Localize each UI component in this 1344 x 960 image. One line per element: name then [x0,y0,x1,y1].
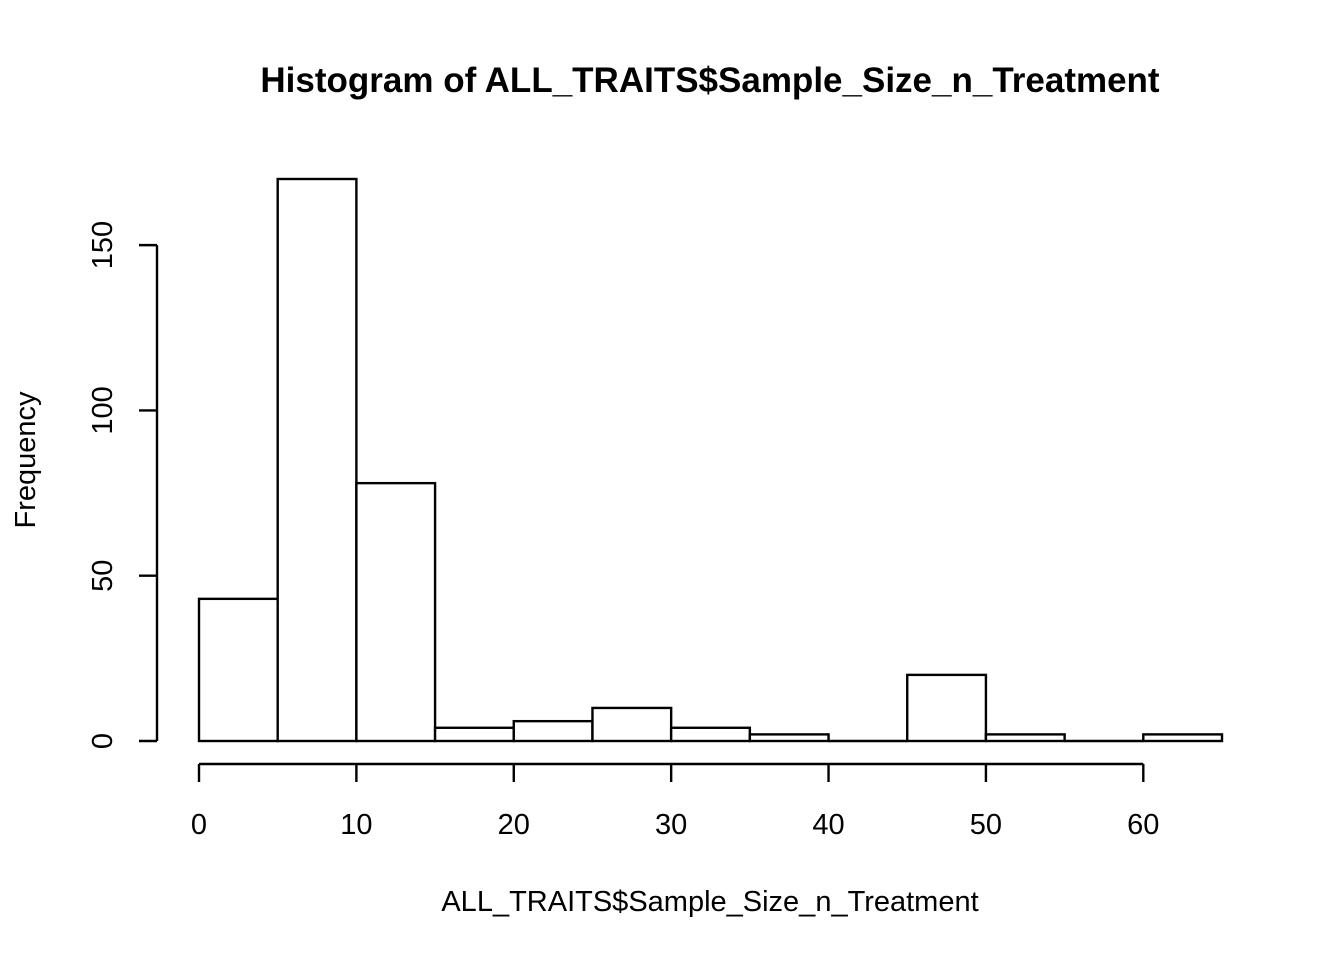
x-axis: 0 10 20 30 40 50 60 [191,762,1159,841]
y-axis: 0 50 100 150 [87,221,159,749]
x-tick-label: 60 [1127,809,1159,841]
histogram-bar [197,597,279,743]
x-axis-label: ALL_TRAITS$Sample_Size_n_Treatment [441,886,978,918]
y-tick-label: 50 [87,560,119,592]
histogram-bar [1142,733,1224,743]
y-tick-label: 150 [87,221,119,269]
histogram-bar [984,733,1066,743]
histogram-bar [276,177,358,743]
histogram-bar [748,733,830,743]
y-tick-label: 0 [87,733,119,749]
y-axis-label: Frequency [10,391,42,529]
histogram-bar [591,706,673,743]
histogram-bar [355,481,437,743]
x-tick-label: 30 [655,809,687,841]
y-tick-label: 100 [87,386,119,434]
chart-title: Histogram of ALL_TRAITS$Sample_Size_n_Tr… [260,61,1160,100]
x-tick-label: 40 [812,809,844,841]
bars-group [197,177,1224,743]
histogram-bar [906,673,988,743]
histogram-bar [433,726,515,743]
x-tick-label: 20 [498,809,530,841]
histogram-bar [669,726,752,743]
x-tick-label: 0 [191,809,207,841]
x-tick-label: 10 [340,809,372,841]
x-tick-label: 50 [970,809,1002,841]
histogram-bar [512,719,594,743]
